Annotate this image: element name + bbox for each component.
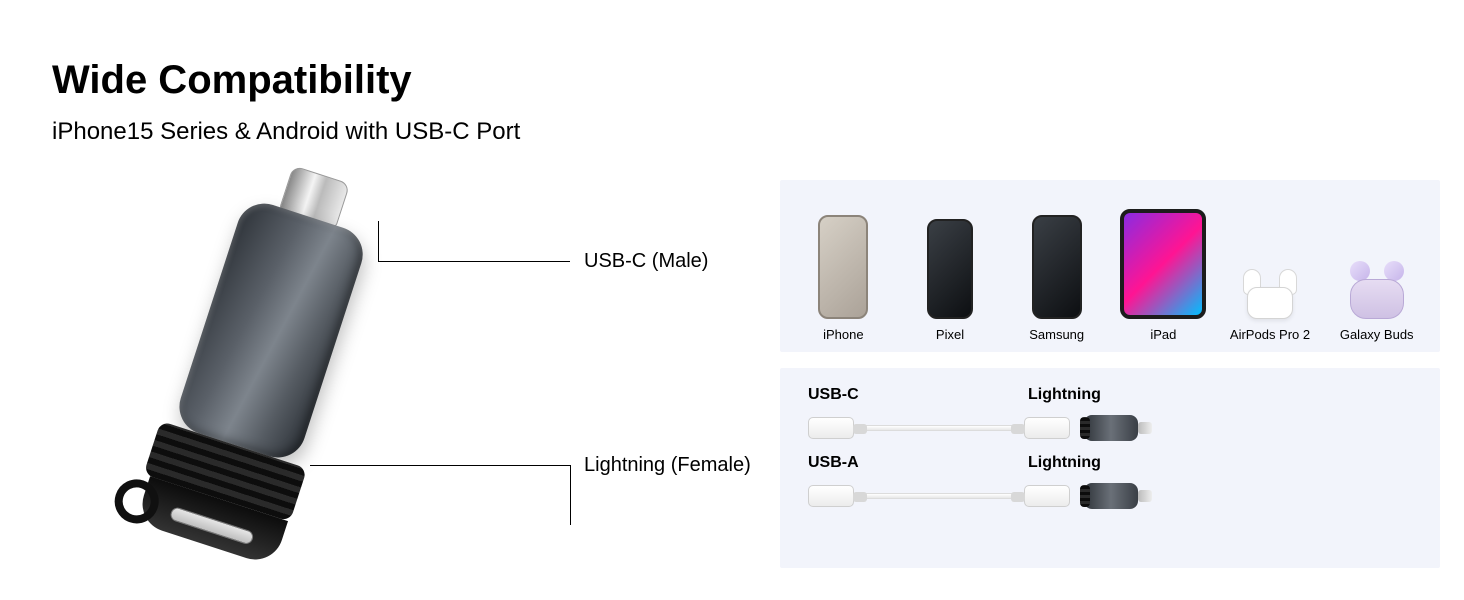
product-illustration xyxy=(130,200,380,560)
page-subtitle: iPhone15 Series & Android with USB-C Por… xyxy=(52,118,520,146)
mini-adapter-icon xyxy=(1084,483,1138,509)
callout-line xyxy=(378,261,570,262)
device-item: iPad xyxy=(1110,209,1217,342)
device-item: Galaxy Buds xyxy=(1323,219,1430,342)
device-label: Samsung xyxy=(1029,327,1084,342)
device-item: iPhone xyxy=(790,215,897,342)
airpods-icon xyxy=(1235,269,1305,319)
callout-line xyxy=(570,465,571,525)
callout-line xyxy=(310,465,570,466)
device-item: Pixel xyxy=(897,219,1004,342)
galaxy-buds-icon xyxy=(1342,259,1412,319)
cable-wire-icon xyxy=(854,425,1024,431)
device-label: iPhone xyxy=(823,327,863,342)
callout-usbc-label: USB-C (Male) xyxy=(584,250,708,273)
cable-wire-icon xyxy=(854,493,1024,499)
callout-lightning-label: Lightning (Female) xyxy=(584,454,751,477)
device-label: AirPods Pro 2 xyxy=(1230,327,1310,342)
cable-row: USB-A Lightning xyxy=(808,454,1412,516)
device-label: Galaxy Buds xyxy=(1340,327,1414,342)
ipad-icon xyxy=(1120,209,1206,319)
iphone-icon xyxy=(818,215,868,319)
lightning-plug-icon xyxy=(1024,417,1070,439)
compatible-devices-panel: iPhone Pixel Samsung iPad AirPods Pro 2 … xyxy=(780,180,1440,352)
adapter-body-icon xyxy=(172,196,370,464)
cable-illustration xyxy=(808,408,1412,448)
page-title: Wide Compatibility xyxy=(52,58,412,103)
pixel-icon xyxy=(927,219,973,319)
lightning-plug-icon xyxy=(1024,485,1070,507)
samsung-icon xyxy=(1032,215,1082,319)
cable-left-label: USB-C xyxy=(808,386,1028,404)
usba-plug-icon xyxy=(808,485,854,507)
cable-right-label: Lightning xyxy=(1028,386,1101,404)
callout-line xyxy=(378,221,379,261)
usbc-plug-icon xyxy=(808,417,854,439)
cable-row: USB-C Lightning xyxy=(808,386,1412,448)
cable-left-label: USB-A xyxy=(808,454,1028,472)
device-label: Pixel xyxy=(936,327,964,342)
device-item: AirPods Pro 2 xyxy=(1217,219,1324,342)
mini-adapter-icon xyxy=(1084,415,1138,441)
device-item: Samsung xyxy=(1003,215,1110,342)
cable-illustration xyxy=(808,476,1412,516)
cables-panel: USB-C Lightning USB-A Lightning xyxy=(780,368,1440,568)
device-label: iPad xyxy=(1150,327,1176,342)
cable-right-label: Lightning xyxy=(1028,454,1101,472)
